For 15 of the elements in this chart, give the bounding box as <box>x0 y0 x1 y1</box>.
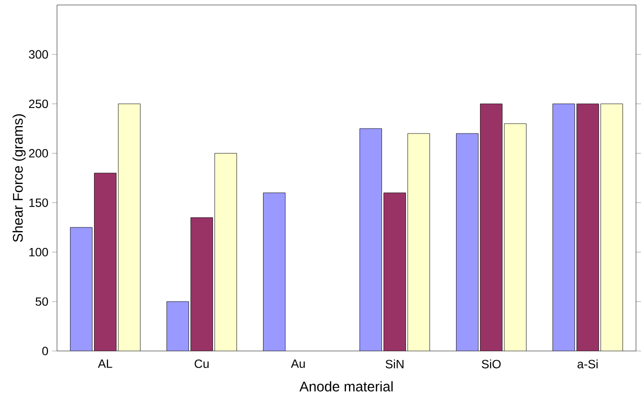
x-axis-title: Anode material <box>299 381 393 392</box>
y-tick-label: 150 <box>29 198 48 207</box>
x-tick-label: Au <box>290 360 305 368</box>
y-tick-label: 0 <box>42 346 48 356</box>
x-tick-label: SiO <box>482 360 501 368</box>
x-tick-label: AL <box>98 360 112 368</box>
y-tick-label: 300 <box>28 50 48 59</box>
y-axis-title: Shear Force (grams) <box>12 114 26 242</box>
x-tick-label: SiN <box>386 360 404 368</box>
y-tick-label: 50 <box>36 297 48 306</box>
x-tick-label: Cu <box>194 360 209 368</box>
y-tick-label: 250 <box>29 100 48 108</box>
y-tick-label: 200 <box>29 149 48 158</box>
y-tick-label: 100 <box>29 248 48 256</box>
x-tick-label: a-Si <box>578 360 598 368</box>
